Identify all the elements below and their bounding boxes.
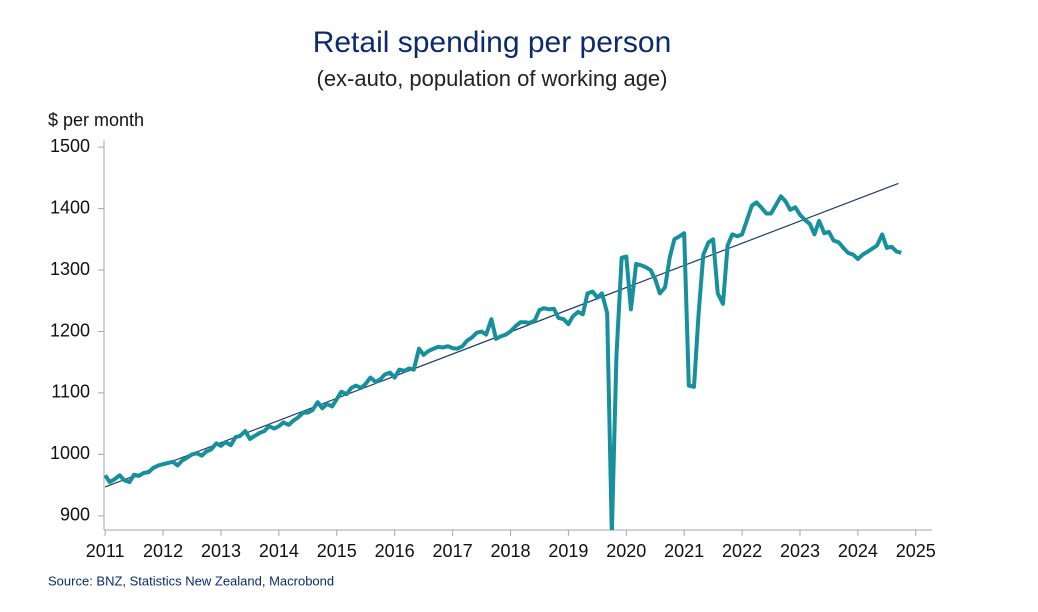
x-tick-label: 2021	[664, 541, 704, 561]
y-axis-label: $ per month	[48, 110, 144, 130]
y-tick-label: 1100	[51, 382, 90, 402]
x-tick-label: 2020	[606, 541, 646, 561]
chart-subtitle: (ex-auto, population of working age)	[317, 66, 668, 91]
y-tick-label: 1200	[50, 320, 90, 340]
x-tick-label: 2016	[375, 541, 415, 561]
x-tick-label: 2015	[317, 541, 357, 561]
y-tick-label: 1000	[50, 443, 90, 463]
x-tick-label: 2025	[896, 541, 936, 561]
x-tick-label: 2014	[259, 541, 299, 561]
y-tick-label: 1500	[50, 136, 90, 156]
x-tick-label: 2012	[143, 541, 183, 561]
x-tick-label: 2019	[548, 541, 588, 561]
x-tick-label: 2023	[780, 541, 820, 561]
y-tick-label: 1300	[50, 259, 90, 279]
x-tick-label: 2018	[490, 541, 530, 561]
x-tick-label: 2017	[433, 541, 473, 561]
x-tick-label: 2022	[722, 541, 762, 561]
source-note: Source: BNZ, Statistics New Zealand, Mac…	[48, 573, 334, 588]
x-tick-label: 2013	[201, 541, 241, 561]
data-line	[104, 194, 902, 530]
x-tick-label: 2024	[838, 541, 878, 561]
y-tick-label: 1400	[50, 197, 90, 217]
chart-title: Retail spending per person	[313, 26, 672, 59]
y-tick-label: 900	[60, 505, 90, 525]
plot-area	[104, 182, 902, 530]
x-tick-label: 2011	[86, 541, 125, 561]
